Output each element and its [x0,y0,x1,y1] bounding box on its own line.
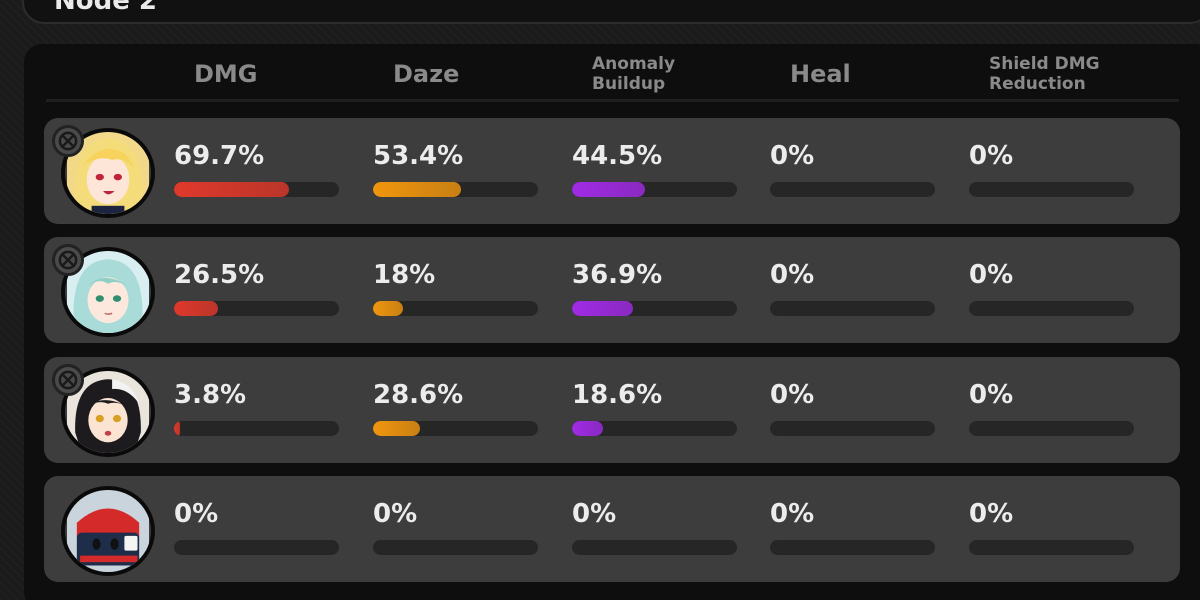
stat-value-daze: 0% [373,499,418,529]
stat-bar-fill-dmg [174,301,218,316]
stat-cell-heal: 0% [770,140,940,197]
stat-value-anomaly-buildup: 18.6% [572,380,663,410]
stat-bar-heal [770,301,935,316]
top-panel: Node 2 [22,0,1200,24]
stat-value-anomaly-buildup: 0% [572,499,617,529]
stat-bar-fill-daze [373,421,421,436]
agent-row: 26.5% 18% 36.9% 0% 0% [44,237,1180,343]
stat-cell-anomaly-buildup: 44.5% [572,140,742,197]
stat-value-daze: 28.6% [373,380,464,410]
stat-value-shield-dmg-reduction: 0% [969,260,1014,290]
stat-cell-anomaly-buildup: 18.6% [572,379,742,436]
stat-cell-daze: 18% [373,259,543,316]
stat-cell-anomaly-buildup: 0% [572,498,742,555]
stat-cell-daze: 53.4% [373,140,543,197]
attribute-icon [52,364,84,396]
stat-bar-shield-dmg-reduction [969,301,1134,316]
stat-bar-fill-anomaly-buildup [572,421,603,436]
stat-value-heal: 0% [770,499,815,529]
stat-value-heal: 0% [770,260,815,290]
stat-cell-dmg: 0% [174,498,344,555]
stat-value-heal: 0% [770,380,815,410]
panel-title: Node 2 [54,0,158,16]
stat-bar-heal [770,540,935,555]
stat-cell-shield-dmg-reduction: 0% [969,259,1139,316]
stat-cell-dmg: 3.8% [174,379,344,436]
stat-bar-fill-daze [373,182,462,197]
stat-value-anomaly-buildup: 36.9% [572,260,663,290]
agent-row: 69.7% 53.4% 44.5% 0% 0% [44,118,1180,224]
stat-bar-dmg [174,182,339,197]
stat-cell-daze: 0% [373,498,543,555]
attribute-icon [52,125,84,157]
stat-value-daze: 53.4% [373,141,464,171]
stat-cell-anomaly-buildup: 36.9% [572,259,742,316]
agent-row: 0% 0% 0% 0% 0% [44,476,1180,582]
stat-bar-shield-dmg-reduction [969,540,1134,555]
stat-bar-shield-dmg-reduction [969,182,1134,197]
stat-bar-anomaly-buildup [572,540,737,555]
stat-bar-anomaly-buildup [572,301,737,316]
stat-value-shield-dmg-reduction: 0% [969,380,1014,410]
stat-cell-shield-dmg-reduction: 0% [969,498,1139,555]
agent-avatar [61,128,155,218]
stat-bar-fill-anomaly-buildup [572,182,646,197]
column-header: DMG Daze Anomaly Buildup Heal Shield DMG… [24,44,1179,102]
stat-cell-heal: 0% [770,379,940,436]
agent-row: 3.8% 28.6% 18.6% 0% 0% [44,357,1180,463]
column-header-heal: Heal [790,60,851,88]
attribute-icon [52,244,84,276]
stat-cell-dmg: 26.5% [174,259,344,316]
stat-bar-fill-dmg [174,421,181,436]
stat-bar-fill-dmg [174,182,289,197]
stat-cell-heal: 0% [770,498,940,555]
column-header-dmg: DMG [194,60,258,88]
stat-bar-daze [373,540,538,555]
column-header-daze: Daze [393,60,460,88]
stat-bar-anomaly-buildup [572,182,737,197]
stat-cell-shield-dmg-reduction: 0% [969,140,1139,197]
stat-cell-heal: 0% [770,259,940,316]
stat-bar-daze [373,421,538,436]
column-header-anomaly-buildup: Anomaly Buildup [592,54,676,94]
stat-value-dmg: 0% [174,499,219,529]
stat-bar-fill-anomaly-buildup [572,301,633,316]
stat-cell-dmg: 69.7% [174,140,344,197]
column-header-shield-dmg-reduction: Shield DMG Reduction [989,54,1100,94]
stat-value-heal: 0% [770,141,815,171]
stats-panel: DMG Daze Anomaly Buildup Heal Shield DMG… [24,44,1200,600]
stat-bar-dmg [174,421,339,436]
stat-bar-anomaly-buildup [572,421,737,436]
stat-value-shield-dmg-reduction: 0% [969,499,1014,529]
stat-cell-daze: 28.6% [373,379,543,436]
header-divider [46,99,1179,102]
agent-avatar [61,486,155,576]
stat-bar-heal [770,421,935,436]
stat-bar-shield-dmg-reduction [969,421,1134,436]
stat-value-shield-dmg-reduction: 0% [969,141,1014,171]
stat-value-daze: 18% [373,260,436,290]
stat-value-dmg: 26.5% [174,260,265,290]
stat-bar-dmg [174,301,339,316]
stat-value-dmg: 69.7% [174,141,265,171]
stat-value-anomaly-buildup: 44.5% [572,141,663,171]
stat-bar-dmg [174,540,339,555]
stat-bar-daze [373,301,538,316]
stat-cell-shield-dmg-reduction: 0% [969,379,1139,436]
stat-bar-heal [770,182,935,197]
stat-value-dmg: 3.8% [174,380,247,410]
stat-bar-daze [373,182,538,197]
stat-bar-fill-daze [373,301,403,316]
